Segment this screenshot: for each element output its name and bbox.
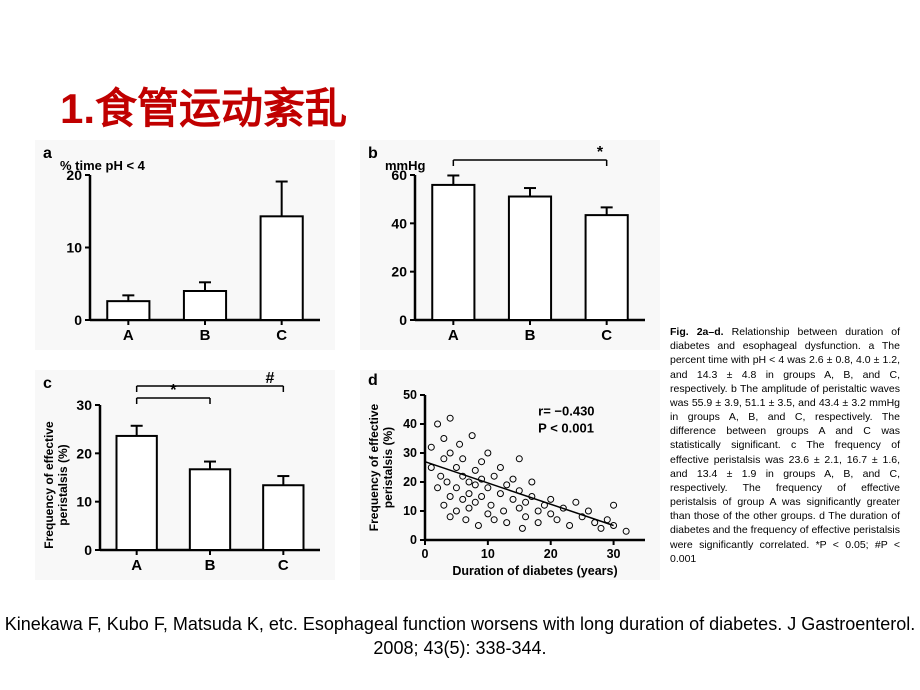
panel-b: bmmHg0204060ABC*: [360, 140, 660, 350]
svg-text:20: 20: [544, 547, 558, 561]
svg-text:0: 0: [84, 542, 92, 558]
svg-text:20: 20: [66, 167, 82, 183]
chart-c: c 0 10 20 30 A B C * # Frequency of effectiveperis…: [35, 370, 335, 580]
svg-text:Frequency of effective: Frequency of effective: [42, 421, 56, 549]
svg-text:*: *: [170, 382, 177, 399]
panel-d: d 0 10 20 30 40 50 0 10 20 30 r= −0.430 P < 0.001 Dur…: [360, 370, 660, 580]
svg-text:20: 20: [76, 445, 92, 461]
caption-body: Relationship between duration of diabete…: [670, 326, 900, 565]
svg-text:#: #: [266, 370, 275, 387]
svg-text:40: 40: [403, 417, 417, 431]
svg-text:10: 10: [66, 240, 82, 256]
svg-text:B: B: [525, 327, 536, 344]
svg-text:20: 20: [403, 475, 417, 489]
svg-text:30: 30: [403, 446, 417, 460]
svg-text:B: B: [200, 327, 211, 344]
svg-text:50: 50: [403, 388, 417, 402]
chart-d: d 0 10 20 30 40 50 0 10 20 30 r= −0.430 P < 0.001 Dur…: [360, 370, 660, 580]
svg-text:10: 10: [481, 547, 495, 561]
svg-text:C: C: [278, 557, 289, 574]
svg-text:C: C: [601, 327, 612, 344]
svg-text:B: B: [205, 557, 216, 574]
svg-text:30: 30: [607, 547, 621, 561]
svg-text:peristalsis (%): peristalsis (%): [56, 444, 70, 525]
svg-text:*: *: [597, 144, 604, 161]
panel-c: c 0 10 20 30 A B C * # Frequency of effectiveperis…: [35, 370, 335, 580]
svg-text:10: 10: [76, 494, 92, 510]
citation: Kinekawa F, Kubo F, Matsuda K, etc. Esop…: [0, 613, 920, 660]
chart-a: a% time pH < 401020ABC: [35, 140, 335, 350]
chart-b: bmmHg0204060ABC*: [360, 140, 660, 350]
svg-text:A: A: [131, 557, 142, 574]
svg-text:d: d: [368, 372, 378, 389]
svg-text:a: a: [43, 145, 52, 162]
svg-text:Frequency of effective: Frequency of effective: [367, 403, 381, 531]
svg-text:20: 20: [391, 264, 407, 280]
svg-text:0: 0: [410, 533, 417, 547]
svg-text:Duration of diabetes (years): Duration of diabetes (years): [452, 564, 617, 578]
svg-text:peristalsis (%): peristalsis (%): [381, 427, 395, 508]
panel-a: a% time pH < 401020ABC: [35, 140, 335, 350]
svg-text:A: A: [123, 327, 134, 344]
svg-text:A: A: [448, 327, 459, 344]
svg-text:0: 0: [399, 312, 407, 328]
svg-text:b: b: [368, 145, 378, 162]
svg-text:30: 30: [76, 397, 92, 413]
svg-text:c: c: [43, 375, 52, 392]
svg-text:10: 10: [403, 504, 417, 518]
svg-text:P < 0.001: P < 0.001: [538, 421, 594, 436]
svg-text:60: 60: [391, 167, 407, 183]
svg-text:40: 40: [391, 215, 407, 231]
svg-text:0: 0: [422, 547, 429, 561]
page-title: 1.食管运动紊乱: [60, 75, 347, 136]
svg-text:0: 0: [74, 312, 82, 328]
svg-text:r= −0.430: r= −0.430: [538, 403, 594, 418]
caption-title: Fig. 2a–d.: [670, 326, 724, 338]
figure-caption: Fig. 2a–d. Relationship between duration…: [670, 325, 900, 566]
svg-text:C: C: [276, 327, 287, 344]
